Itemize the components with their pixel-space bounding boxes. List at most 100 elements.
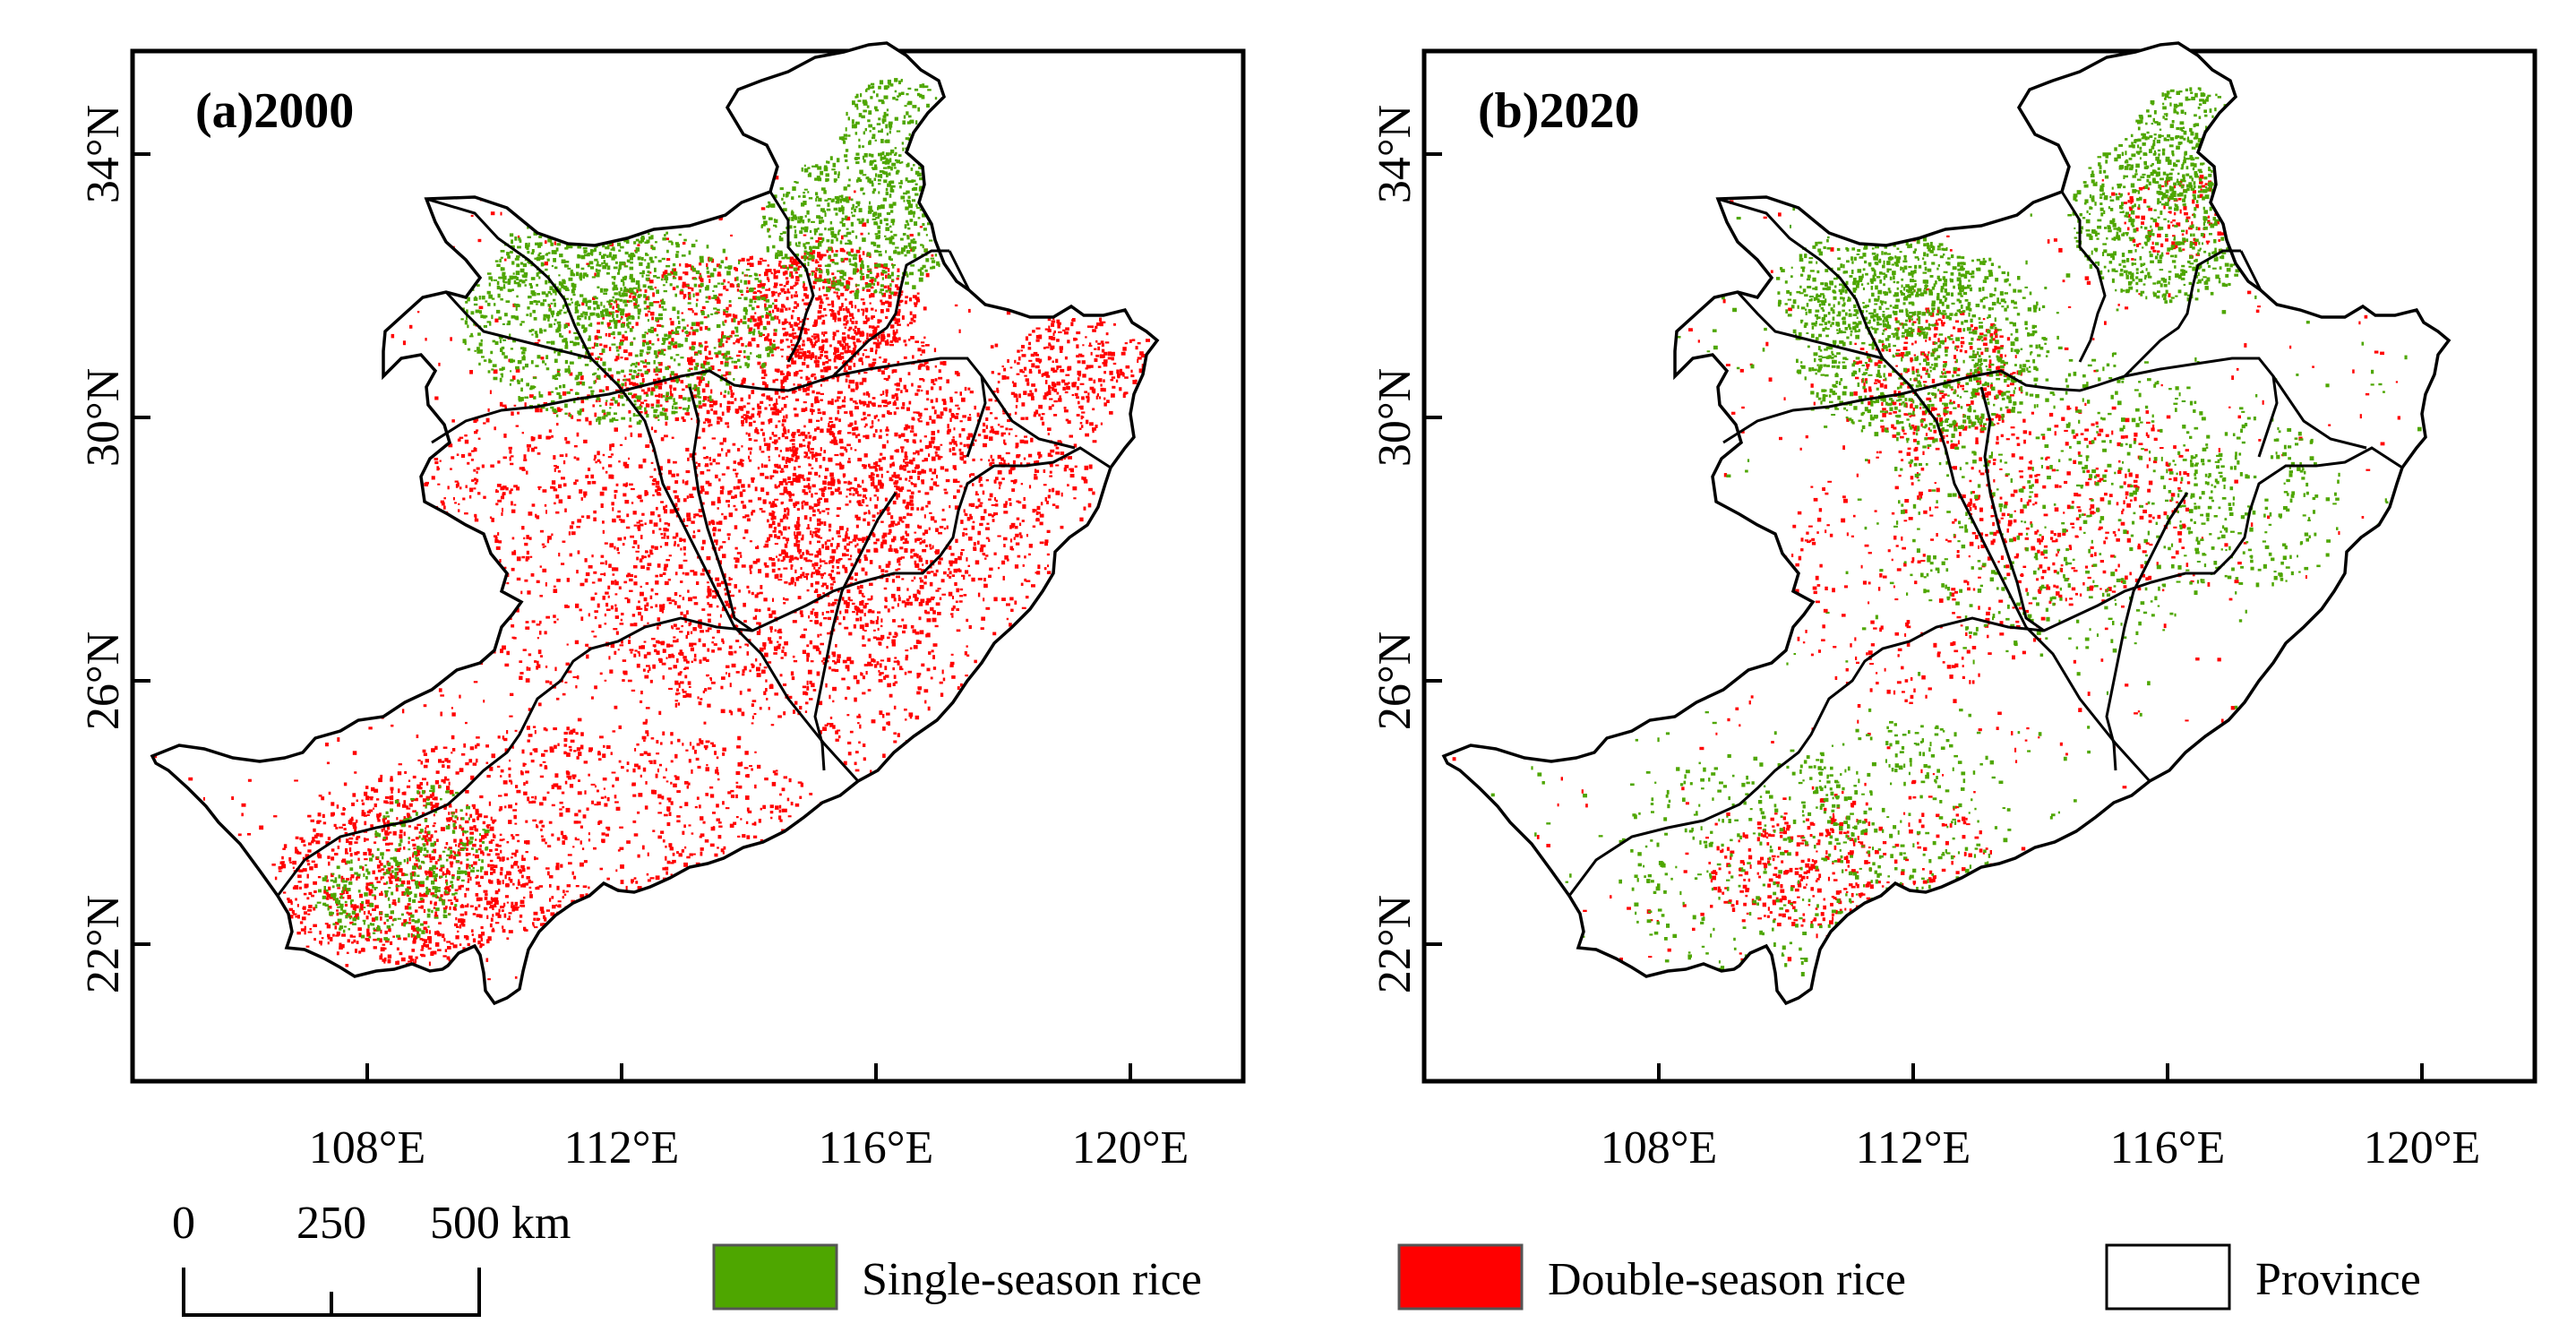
rice-pixel bbox=[967, 433, 973, 437]
rice-pixel bbox=[725, 452, 728, 457]
rice-pixel bbox=[811, 411, 813, 416]
rice-pixel bbox=[892, 336, 895, 341]
rice-pixel bbox=[683, 546, 686, 551]
rice-pixel bbox=[794, 569, 797, 573]
rice-pixel bbox=[567, 495, 571, 499]
rice-pixel bbox=[838, 418, 841, 423]
rice-pixel bbox=[734, 266, 737, 271]
rice-pixel bbox=[875, 461, 879, 466]
rice-pixel bbox=[336, 951, 339, 956]
rice-pixel bbox=[287, 898, 290, 901]
rice-pixel bbox=[471, 450, 475, 452]
rice-pixel bbox=[711, 636, 715, 639]
rice-pixel bbox=[863, 453, 868, 458]
rice-pixel bbox=[797, 549, 802, 553]
rice-pixel bbox=[712, 589, 717, 593]
rice-pixel bbox=[747, 262, 751, 265]
rice-pixel bbox=[784, 321, 789, 323]
rice-pixel bbox=[687, 357, 691, 362]
rice-pixel bbox=[271, 864, 276, 866]
rice-pixel bbox=[896, 495, 898, 500]
rice-pixel bbox=[846, 320, 849, 324]
rice-pixel bbox=[707, 396, 710, 399]
rice-pixel bbox=[354, 851, 358, 855]
rice-pixel bbox=[893, 316, 897, 322]
rice-pixel bbox=[803, 357, 806, 361]
rice-pixel bbox=[760, 463, 763, 468]
rice-pixel bbox=[692, 627, 697, 632]
rice-pixel bbox=[653, 378, 657, 382]
rice-pixel bbox=[843, 600, 848, 605]
rice-pixel bbox=[699, 272, 701, 277]
rice-pixel bbox=[489, 516, 493, 519]
rice-pixel bbox=[687, 631, 690, 635]
rice-pixel bbox=[791, 577, 794, 581]
rice-pixel bbox=[895, 319, 899, 323]
rice-pixel bbox=[706, 595, 709, 598]
rice-pixel bbox=[746, 585, 750, 589]
rice-pixel bbox=[868, 463, 871, 468]
rice-pixel bbox=[782, 646, 785, 649]
rice-pixel bbox=[904, 439, 907, 442]
rice-pixel bbox=[737, 321, 741, 325]
rice-pixel bbox=[421, 812, 425, 816]
rice-pixel bbox=[665, 237, 669, 241]
rice-pixel bbox=[757, 261, 762, 265]
rice-pixel bbox=[88, 571, 90, 573]
rice-pixel bbox=[801, 504, 804, 510]
rice-pixel bbox=[803, 328, 807, 332]
rice-pixel bbox=[782, 327, 786, 331]
rice-pixel bbox=[803, 282, 805, 287]
rice-pixel bbox=[796, 557, 799, 561]
rice-pixel bbox=[455, 483, 459, 488]
rice-pixel bbox=[454, 480, 459, 483]
rice-pixel bbox=[610, 605, 614, 610]
rice-pixel bbox=[708, 279, 711, 283]
rice-pixel bbox=[580, 515, 585, 518]
rice-pixel bbox=[614, 546, 616, 550]
rice-pixel bbox=[915, 450, 920, 454]
rice-pixel bbox=[897, 597, 901, 602]
rice-pixel bbox=[744, 514, 750, 518]
rice-pixel bbox=[658, 604, 663, 608]
rice-pixel bbox=[733, 504, 736, 508]
rice-pixel bbox=[816, 529, 820, 533]
rice-pixel bbox=[464, 434, 468, 437]
rice-pixel bbox=[430, 806, 434, 811]
rice-pixel bbox=[820, 521, 824, 525]
rice-pixel bbox=[714, 596, 717, 599]
rice-pixel bbox=[521, 857, 526, 862]
rice-pixel bbox=[851, 602, 855, 606]
rice-pixel bbox=[820, 399, 823, 401]
rice-pixel bbox=[880, 659, 885, 662]
rice-pixel bbox=[857, 328, 860, 332]
rice-pixel bbox=[451, 735, 455, 740]
rice-pixel bbox=[797, 596, 802, 599]
rice-pixel bbox=[616, 515, 622, 519]
rice-pixel bbox=[636, 556, 639, 561]
rice-pixel bbox=[861, 361, 863, 365]
rice-pixel bbox=[837, 535, 841, 537]
rice-pixel bbox=[545, 666, 548, 668]
rice-pixel bbox=[432, 824, 435, 828]
rice-pixel bbox=[658, 528, 662, 530]
rice-pixel bbox=[806, 527, 811, 529]
rice-pixel bbox=[777, 579, 783, 581]
rice-pixel bbox=[774, 484, 777, 488]
rice-pixel bbox=[885, 274, 888, 279]
rice-pixel bbox=[718, 299, 721, 303]
rice-pixel bbox=[796, 303, 800, 307]
rice-pixel bbox=[620, 618, 623, 622]
rice-pixel bbox=[790, 481, 794, 486]
rice-pixel bbox=[325, 879, 329, 882]
rice-pixel bbox=[819, 650, 821, 655]
rice-pixel bbox=[783, 526, 787, 531]
rice-pixel bbox=[568, 531, 571, 536]
rice-pixel bbox=[928, 444, 932, 449]
rice-pixel bbox=[904, 603, 906, 608]
rice-pixel bbox=[469, 370, 473, 374]
rice-pixel bbox=[885, 506, 890, 511]
rice-pixel bbox=[631, 546, 635, 548]
rice-pixel bbox=[942, 677, 946, 682]
rice-pixel bbox=[993, 552, 997, 555]
